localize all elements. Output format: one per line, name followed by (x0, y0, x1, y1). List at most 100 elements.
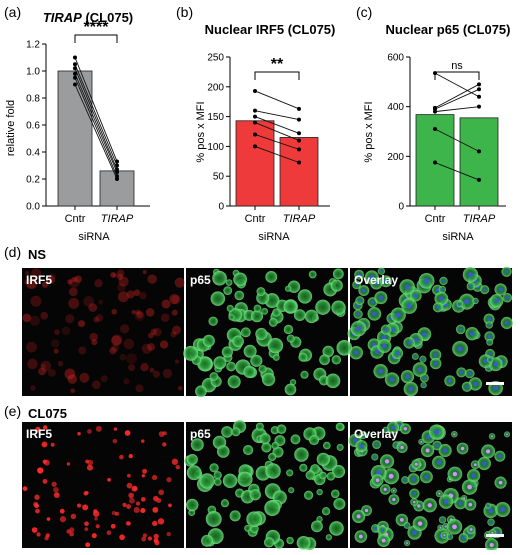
data-point (433, 127, 437, 132)
cell (326, 472, 336, 481)
cell-nucleus (388, 473, 394, 479)
cell (264, 500, 281, 517)
cell (296, 535, 311, 550)
cell-nucleus (498, 287, 503, 292)
cell-nucleus (161, 299, 171, 309)
cell (213, 471, 222, 480)
cell-nucleus (358, 299, 362, 303)
cell-nucleus (383, 279, 388, 284)
cell-nucleus (355, 325, 362, 332)
cell (288, 487, 295, 494)
cell-nucleus (156, 497, 162, 503)
significance-label: **** (84, 19, 110, 36)
cell-nucleus (162, 442, 167, 447)
cell-nucleus (123, 378, 130, 385)
cell-nucleus (74, 275, 82, 283)
cell-nucleus (111, 334, 123, 345)
cell-nucleus (460, 446, 465, 451)
cell (294, 447, 309, 462)
cell-nucleus (67, 279, 73, 285)
paired-line (254, 90, 300, 110)
cell-nucleus (459, 370, 464, 375)
paired-line (434, 72, 480, 98)
paired-line (74, 57, 118, 162)
cell-nucleus (395, 312, 401, 318)
micrograph-label-overlay: Overlay (354, 427, 398, 441)
cell (272, 354, 280, 361)
cell-nucleus (356, 312, 360, 316)
cell (271, 441, 279, 450)
cell (336, 340, 353, 356)
data-point (253, 114, 257, 119)
cell-nucleus (123, 338, 135, 350)
cell-nucleus (69, 531, 74, 537)
cell (289, 379, 297, 386)
cell-nucleus (361, 433, 365, 437)
cell-nucleus (135, 501, 141, 506)
x-tick-label: TIRAP (283, 213, 316, 225)
paired-line (254, 110, 300, 121)
cell-nucleus (85, 491, 89, 495)
cell-nucleus (119, 324, 130, 334)
cell-nucleus (412, 530, 418, 536)
cell-nucleus (444, 525, 447, 528)
cell-nucleus (414, 462, 418, 466)
cell-nucleus (465, 384, 469, 389)
cell-nucleus (381, 334, 387, 340)
cell-nucleus (84, 521, 89, 527)
y-tick-label: 1.2 (26, 40, 40, 51)
micrograph-row-d: (d) NS IRF5 p65 Overlay (4, 244, 513, 398)
micrograph-d-irf5 (22, 268, 184, 396)
cell-nucleus (435, 288, 440, 292)
cell-nucleus (487, 334, 492, 339)
cell (330, 279, 343, 292)
cell-nucleus (355, 283, 359, 287)
cell-nucleus (114, 511, 119, 516)
cell-nucleus (83, 296, 95, 307)
cell-nucleus (110, 523, 116, 529)
cell (199, 473, 215, 489)
cell-nucleus (421, 331, 427, 337)
cell (321, 507, 331, 516)
cell (261, 372, 276, 387)
scale-bar (486, 534, 504, 537)
cell-nucleus (109, 347, 117, 355)
cell-nucleus (85, 542, 91, 548)
cell-nucleus (141, 474, 145, 478)
cell (253, 304, 262, 313)
cell-nucleus (485, 449, 491, 454)
cell-nucleus (43, 425, 48, 430)
data-point (477, 104, 481, 109)
chart-c-ylabel: % pos x MFI (363, 101, 375, 162)
cell-nucleus (384, 327, 388, 332)
cell-nucleus (68, 297, 80, 309)
paired-line (74, 77, 118, 177)
panel-letter-e: (e) (4, 403, 21, 419)
paired-line (254, 116, 300, 134)
cell-nucleus (488, 508, 494, 514)
data-point (477, 177, 481, 182)
y-tick-label: 0 (218, 202, 224, 213)
cell (293, 309, 306, 321)
cell-nucleus (126, 290, 135, 299)
cell-nucleus (91, 533, 97, 539)
cell-nucleus (352, 438, 358, 443)
cell-nucleus (390, 425, 396, 430)
bar (459, 117, 499, 207)
data-point (297, 131, 301, 136)
cell-nucleus (405, 374, 410, 380)
paired-line (434, 162, 480, 181)
cell-nucleus (54, 329, 60, 336)
x-tick-label: Cntr (425, 213, 446, 225)
cell (233, 272, 248, 287)
chart-b-xlabel: siRNA (258, 231, 290, 243)
paired-line (254, 145, 300, 163)
cell-nucleus (43, 459, 50, 466)
cell-nucleus (384, 459, 390, 464)
cell (319, 471, 327, 480)
cell (250, 310, 264, 323)
cell-nucleus (147, 274, 157, 284)
cell-nucleus (37, 467, 44, 474)
cell (267, 337, 284, 354)
